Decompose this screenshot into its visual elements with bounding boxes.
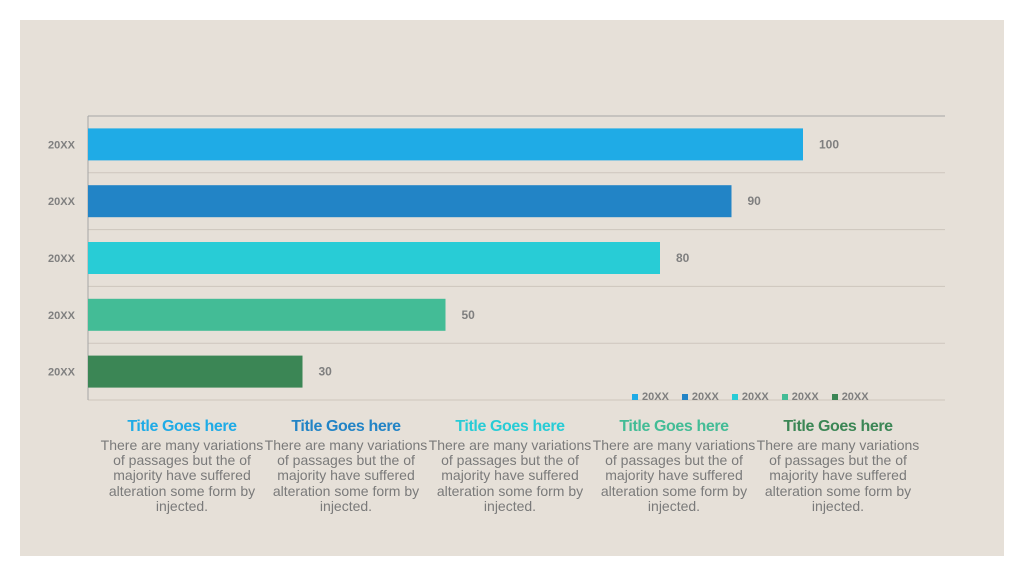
block-body: There are many variations of passages bu… (100, 437, 264, 514)
bar (88, 355, 303, 388)
category-label: 20XX (48, 310, 76, 322)
legend-item: 20XX (632, 391, 669, 403)
category-label: 20XX (48, 139, 76, 151)
block-body: There are many variations of passages bu… (592, 437, 756, 514)
text-block: Title Goes here There are many variation… (592, 416, 756, 514)
legend-item: 20XX (831, 391, 869, 403)
value-label: 80 (676, 251, 690, 265)
bar (88, 242, 660, 274)
legend-item: 20XX (681, 391, 719, 403)
value-label: 30 (319, 365, 333, 379)
block-body: There are many variations of passages bu… (428, 437, 592, 514)
text-block: Title Goes here There are many variation… (264, 416, 428, 514)
block-title: Title Goes here (619, 418, 729, 435)
bar (88, 185, 732, 218)
legend-swatch (781, 394, 788, 400)
block-title: Title Goes here (455, 418, 565, 435)
value-label: 90 (748, 194, 762, 208)
category-label: 20XX (48, 253, 76, 265)
legend-label: 20XX (741, 391, 769, 403)
bar (88, 298, 446, 331)
block-title: Title Goes here (783, 418, 893, 435)
block-title: Title Goes here (127, 418, 237, 435)
block-body: There are many variations of passages bu… (264, 437, 428, 514)
text-block: Title Goes here There are many variation… (756, 416, 920, 514)
block-title: Title Goes here (291, 418, 401, 435)
bar (88, 128, 803, 161)
legend-item: 20XX (781, 391, 819, 403)
text-block: Title Goes here There are many variation… (100, 416, 264, 514)
block-body: There are many variations of passages bu… (756, 437, 920, 514)
legend-label: 20XX (791, 391, 819, 403)
legend-item: 20XX (731, 391, 769, 403)
legend-label: 20XX (691, 391, 719, 403)
legend-swatch (632, 394, 638, 400)
category-label: 20XX (48, 196, 76, 208)
legend-swatch (731, 394, 738, 400)
legend-label: 20XX (841, 391, 869, 403)
category-label: 20XX (48, 367, 76, 379)
legend-swatch (681, 394, 688, 400)
legend-swatch (831, 394, 838, 400)
value-label: 100 (819, 137, 839, 151)
value-label: 50 (462, 308, 476, 322)
text-block: Title Goes here There are many variation… (428, 416, 592, 514)
bar-chart: 20XX 100 20XX 90 20XX 80 20XX 50 20XX 30 (48, 115, 945, 401)
legend: 20XX 20XX 20XX 20XX 20XX (632, 391, 869, 403)
text-blocks: Title Goes here There are many variation… (100, 416, 1000, 536)
slide: 20XX 100 20XX 90 20XX 80 20XX 50 20XX 30 20XX 20X… (20, 20, 1004, 556)
legend-label: 20XX (642, 391, 669, 403)
